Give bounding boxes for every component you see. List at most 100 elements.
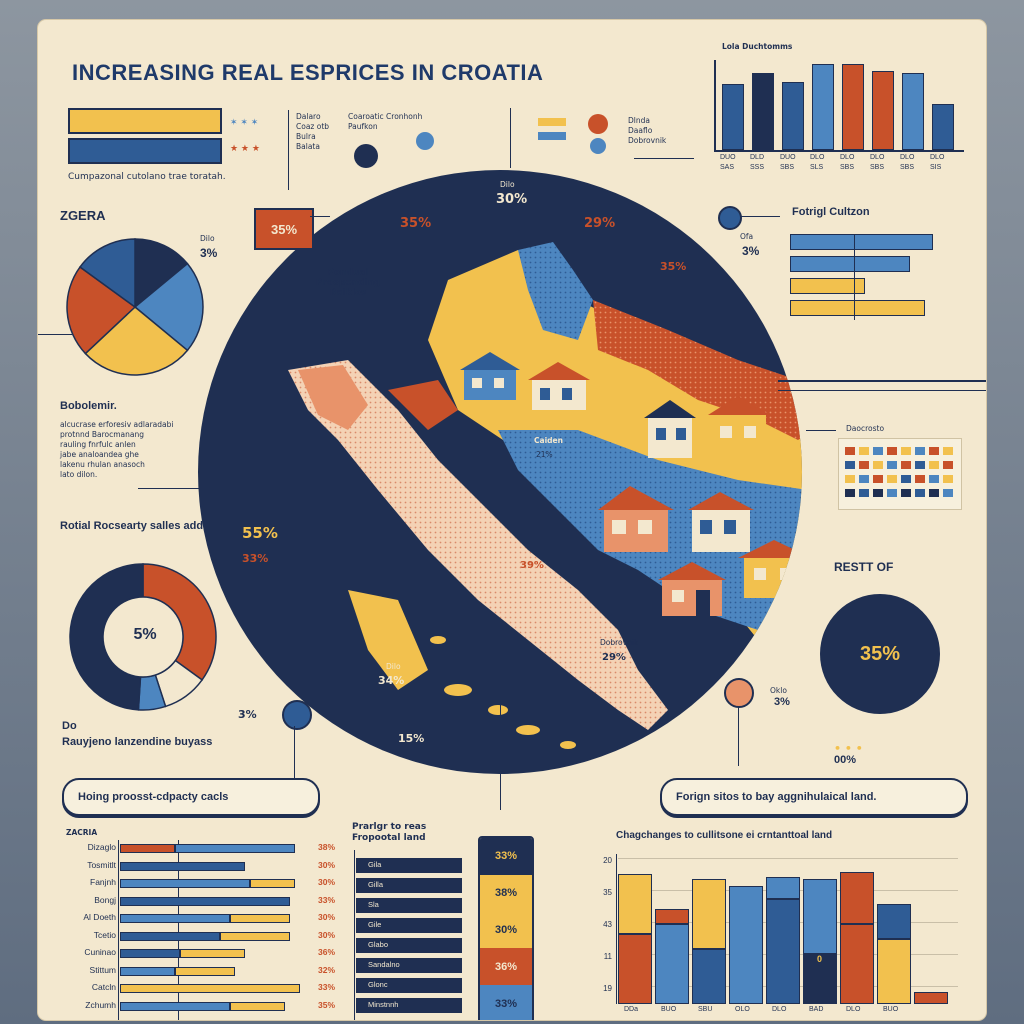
- heatmap-panel: [838, 438, 962, 510]
- list-item-label: Sandalno: [368, 960, 400, 969]
- row-value: 30%: [318, 859, 336, 870]
- house-icon: [708, 396, 770, 455]
- pie-slice: [66, 265, 137, 355]
- bar: [803, 954, 837, 1004]
- x-tick-label: BAD: [809, 1006, 824, 1013]
- bar: [722, 84, 744, 150]
- bar: [790, 300, 925, 316]
- bottom-right-x-axis: DDa BUO SBU OLO DLO BAD DLO BUO: [618, 1006, 958, 1020]
- tick-label: DLO: [900, 154, 915, 161]
- bar: [692, 879, 726, 949]
- bar: [932, 103, 954, 150]
- map-small-label: Dilo: [386, 662, 401, 671]
- header-yellow-bar: [68, 108, 222, 134]
- bar: [840, 872, 874, 924]
- map-small-label: Dobrovnik: [600, 638, 639, 647]
- map-value-label: 3%: [238, 708, 257, 721]
- divider: [778, 380, 986, 382]
- bar: [812, 64, 834, 150]
- divider: [138, 488, 248, 489]
- island: [348, 590, 428, 690]
- pie-slice: [78, 238, 136, 309]
- row-value: 30%: [318, 877, 336, 887]
- stack-segment: 38%: [480, 874, 532, 912]
- island: [488, 705, 508, 715]
- row-label: Catcln: [91, 982, 116, 992]
- tick-label: SIS: [930, 164, 942, 171]
- axis-line: [354, 850, 355, 1020]
- tick-label: DUO: [780, 154, 796, 161]
- bar: [220, 931, 290, 941]
- map-value-label: 15%: [398, 732, 425, 745]
- bar: [877, 939, 911, 1004]
- island: [430, 636, 446, 644]
- row-value: 33%: [318, 982, 336, 992]
- header-blue-bar: [68, 138, 222, 164]
- heatmap-cell: [943, 461, 953, 469]
- heatmap-grid: [845, 447, 957, 507]
- heatmap-cell: [859, 475, 869, 483]
- x-tick-label: SBU: [698, 1006, 713, 1013]
- island: [560, 741, 576, 749]
- bar: [175, 844, 295, 853]
- top-right-chart-title: Lola Duchtomms: [722, 42, 793, 51]
- heatmap-cell: [873, 475, 883, 483]
- bar: [766, 899, 800, 1004]
- bar: [790, 234, 933, 250]
- bar: [120, 896, 290, 906]
- house-icon: [688, 492, 754, 552]
- heatmap-cell: [845, 489, 855, 497]
- foreign-citizen-bars: [790, 234, 970, 324]
- bar: [872, 70, 894, 150]
- tick-label: SSS: [750, 164, 765, 171]
- bar: [175, 966, 235, 976]
- infographic-poster: INCREASING REAL ESPRICES IN CROATIA ✶ ✶ …: [38, 20, 986, 1020]
- map-small-label: Dilo: [500, 180, 515, 189]
- location-pin-icon: [718, 206, 742, 230]
- list-item: Glabo: [356, 938, 462, 953]
- donut-center-value: 5%: [133, 626, 157, 643]
- pie-slice: [134, 238, 189, 309]
- list-item: Sla: [356, 898, 462, 913]
- heatmap-cell: [915, 461, 925, 469]
- heatmap-cell: [915, 489, 925, 497]
- heatmap-cell: [901, 461, 911, 469]
- island: [516, 725, 540, 735]
- bar: [618, 934, 652, 1004]
- row-label: Bongj: [94, 894, 116, 905]
- highlight-value-box: 35%: [254, 208, 314, 250]
- bar: [729, 886, 763, 1004]
- bar: [914, 992, 948, 1004]
- heatmap-cell: [859, 461, 869, 469]
- x-tick-label: BUO: [883, 1006, 899, 1013]
- legend-swatch: [538, 118, 566, 126]
- bottom-left-title: ZACRIA: [66, 828, 98, 837]
- x-tick-label: DDa: [624, 1006, 639, 1013]
- y-tick-label: 35: [603, 888, 612, 897]
- location-pin-icon: [282, 700, 312, 730]
- row-label: Tcetio: [93, 929, 116, 940]
- heatmap-cell: [943, 489, 953, 497]
- row-label: Al Doeth: [83, 912, 116, 922]
- bar: [803, 879, 837, 954]
- bar: [180, 949, 245, 958]
- heatmap-cell: [929, 475, 939, 483]
- row-value: 35%: [318, 999, 336, 1010]
- header-caption: Cumpazonal cutolano trae toratah.: [68, 172, 226, 182]
- house-icon: [598, 486, 674, 552]
- house-icon: [644, 400, 696, 458]
- sales-donut-chart: [69, 563, 217, 711]
- header-notes-3: Dlnda Daaflo Dobrovnik: [628, 116, 667, 145]
- dot-icon: [354, 144, 378, 168]
- heatmap-cell: [859, 489, 869, 497]
- list-item: Gile: [356, 918, 462, 933]
- heatmap-cell: [845, 447, 855, 455]
- heatmap-cell: [873, 461, 883, 469]
- divider: [500, 660, 501, 810]
- banner-left: Hoing proosst-cdpacty cacls: [62, 778, 320, 816]
- stack-segment: 33%: [480, 838, 532, 875]
- row-value: 32%: [318, 964, 336, 975]
- row-value: 30%: [318, 929, 336, 940]
- row-label: Tosmitlt: [87, 859, 116, 870]
- row-value: 36%: [318, 947, 336, 957]
